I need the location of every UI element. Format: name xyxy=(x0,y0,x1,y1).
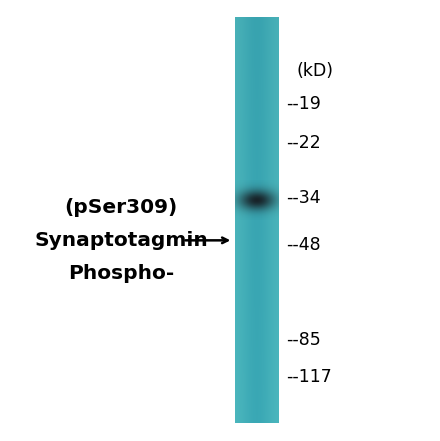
Text: (kD): (kD) xyxy=(297,62,334,79)
Text: --19: --19 xyxy=(286,95,321,112)
Text: --117: --117 xyxy=(286,368,332,386)
Text: Phospho-: Phospho- xyxy=(68,264,174,283)
Text: --48: --48 xyxy=(286,236,321,254)
Text: --34: --34 xyxy=(286,190,321,207)
Text: --22: --22 xyxy=(286,135,321,152)
Text: (pSer309): (pSer309) xyxy=(64,198,178,217)
Text: Synaptotagmin: Synaptotagmin xyxy=(34,231,208,250)
Text: --85: --85 xyxy=(286,331,321,348)
